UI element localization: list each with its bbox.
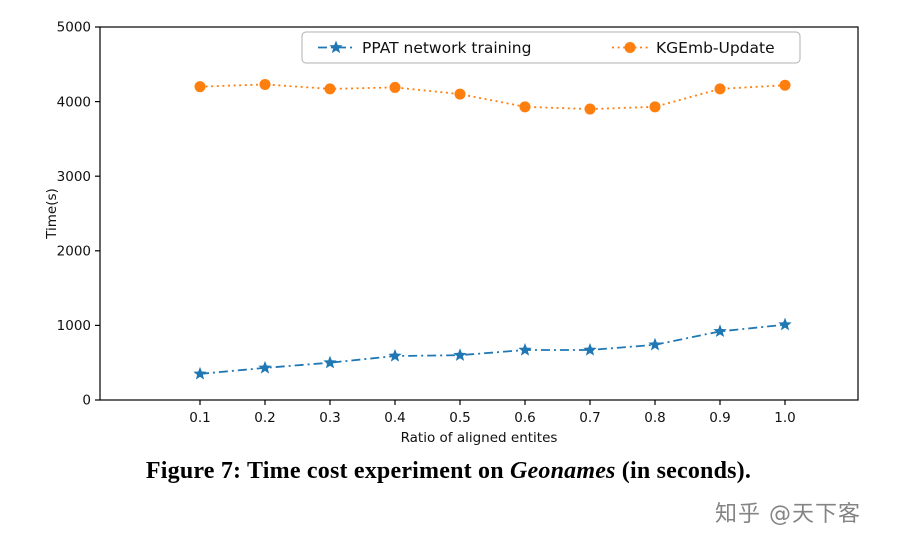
x-tick-label: 0.5 <box>449 410 470 426</box>
x-tick-label: 0.3 <box>319 410 340 426</box>
series-kgemb-update <box>194 78 791 115</box>
x-tick-label: 0.6 <box>514 410 535 426</box>
x-tick-label: 0.1 <box>189 410 210 426</box>
watermark: 知乎 @天下客 <box>715 502 861 527</box>
chart-svg: 0 1000 2000 3000 4000 5000 Time(s) 0.1 0.2 0.3 0.4… <box>44 20 859 446</box>
data-point-star <box>518 343 532 356</box>
data-point-circle <box>324 83 336 95</box>
caption-prefix: Figure 7: Time cost experiment on <box>145 458 510 484</box>
series-line <box>199 323 786 375</box>
legend-star-marker-icon <box>329 40 343 54</box>
data-point-circle <box>714 83 726 95</box>
data-point-star <box>713 324 727 338</box>
x-tick-label: 0.8 <box>644 410 665 426</box>
legend-label: KGEmb-Update <box>656 39 775 57</box>
y-tick-label: 5000 <box>57 20 91 36</box>
data-point-circle <box>519 101 531 113</box>
x-tick-label: 0.7 <box>579 410 600 426</box>
y-axis: 0 1000 2000 3000 4000 5000 Time(s) <box>44 20 100 409</box>
legend: PPAT network training KGEmb-Update <box>301 31 801 64</box>
figure-caption: Figure 7: Time cost experiment on Geonam… <box>0 458 897 485</box>
legend-box <box>301 31 801 64</box>
y-tick-label: 2000 <box>57 244 91 260</box>
data-point-circle <box>454 88 466 100</box>
y-tick-label: 4000 <box>57 94 91 110</box>
data-point-star <box>648 337 662 351</box>
data-point-star <box>388 348 402 362</box>
data-point-circle <box>194 81 206 93</box>
x-tick-label: 0.9 <box>709 410 730 426</box>
y-tick-label: 3000 <box>57 169 91 185</box>
caption-dataset-name: Geonames <box>510 458 616 484</box>
legend-circle-marker-icon <box>624 42 636 53</box>
data-point-star <box>453 348 467 361</box>
data-point-circle <box>389 81 401 93</box>
legend-label: PPAT network training <box>362 39 531 57</box>
data-point-circle <box>649 101 661 113</box>
plot-frame <box>99 26 859 401</box>
data-point-star <box>323 355 337 369</box>
y-tick-label: 0 <box>82 393 91 409</box>
x-axis-label: Ratio of aligned entites <box>401 430 558 446</box>
x-tick-label: 1.0 <box>774 410 795 426</box>
caption-suffix: (in seconds). <box>615 458 752 484</box>
data-point-star <box>258 360 272 374</box>
series-ppat-network-training <box>193 317 792 380</box>
data-point-star <box>583 343 597 356</box>
chart-area: 0 1000 2000 3000 4000 5000 Time(s) 0.1 0.2 0.3 0.4… <box>44 20 859 446</box>
data-point-star <box>193 366 207 380</box>
series-line <box>199 83 786 111</box>
data-point-star <box>778 317 792 331</box>
data-point-circle <box>259 78 271 90</box>
data-point-circle <box>779 79 791 91</box>
x-tick-label: 0.4 <box>384 410 405 426</box>
y-tick-label: 1000 <box>57 318 91 334</box>
y-axis-label: Time(s) <box>44 188 60 240</box>
legend-item-ppat-network-training: PPAT network training <box>318 39 531 57</box>
x-tick-label: 0.2 <box>254 410 275 426</box>
data-point-circle <box>584 103 596 115</box>
x-axis: 0.1 0.2 0.3 0.4 0.5 0.6 0.7 0.8 0.9 1.0 Ratio of a… <box>189 400 796 446</box>
legend-item-kgemb-update: KGEmb-Update <box>612 39 775 57</box>
